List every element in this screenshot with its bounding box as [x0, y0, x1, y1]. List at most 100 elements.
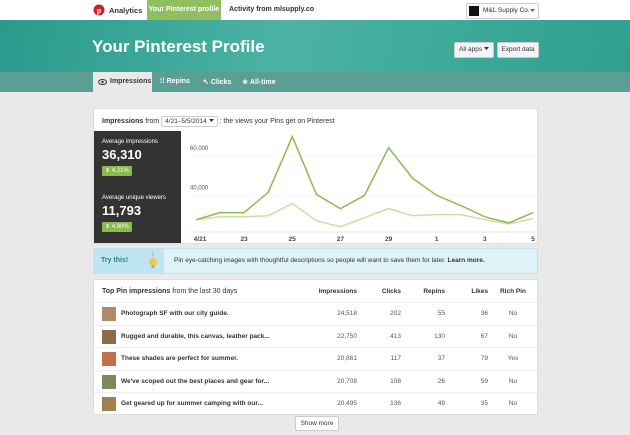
table-row[interactable]: We've scoped out the best places and gea…	[94, 369, 537, 393]
pin-title: Get geared up for summer camping with ou…	[121, 400, 263, 407]
table-row[interactable]: These shades are perfect for summer. 20,8…	[94, 347, 537, 370]
table-subtitle: from the last 30 days	[172, 288, 238, 295]
tip-link[interactable]: Learn more.	[447, 257, 485, 264]
x-tick-label: 5	[531, 236, 535, 243]
pin-title: Photograph SF with our city guide.	[121, 310, 229, 317]
pin-title: These shades are perfect for summer.	[121, 355, 239, 362]
cell-number: 130	[434, 332, 445, 340]
cell-rich-pin: No	[508, 400, 518, 407]
heading-from: from	[145, 118, 160, 125]
tip-body: Pin eye-catching images with thoughtful …	[174, 257, 446, 264]
cell-rich-pin: No	[508, 332, 518, 340]
sub-tab-label: Impressions	[110, 78, 152, 85]
column-header: Clicks	[381, 288, 401, 295]
brand[interactable]: Analytics	[109, 6, 143, 15]
stat-change-badge: ⬆ 4.21%	[102, 166, 132, 176]
cell-rich-pin: No	[508, 377, 518, 385]
account-menu[interactable]: M&L Supply Co.	[466, 3, 539, 19]
column-header: Impressions	[318, 288, 357, 295]
icon: ★	[242, 79, 250, 86]
lightbulb-icon	[149, 252, 157, 268]
cell-number: 20,495	[337, 400, 357, 407]
stat-value: 11,793	[102, 203, 142, 218]
cell-number: 59	[480, 377, 488, 385]
icon: ↖	[203, 79, 211, 86]
cell-number: 413	[390, 332, 401, 340]
stats-panel: Average impressions 36,310 ⬆ 4.21% Average …	[94, 131, 181, 243]
pin-title: Rugged and durable, this canvas, leather…	[121, 332, 270, 340]
sub-tab[interactable]: ↖ Clicks	[203, 78, 231, 86]
cell-number: 24,518	[337, 310, 357, 317]
cell-number: 35	[480, 400, 488, 407]
cell-rich-pin: No	[508, 310, 518, 317]
cell-rich-pin: Yes	[507, 355, 519, 362]
pin-thumbnail	[102, 397, 116, 411]
stat-change: 4.90%	[111, 224, 129, 230]
sub-tab[interactable]: ⁞⁞ Repins	[160, 78, 190, 85]
column-header: Likes	[471, 288, 488, 295]
pin-thumbnail	[102, 329, 116, 344]
dropdown-arrow	[483, 47, 489, 50]
cell-number: 117	[390, 355, 401, 362]
tip-text: Pin eye-catching images with thoughtful …	[174, 257, 485, 264]
cell-number: 36	[480, 310, 488, 317]
top-pins-card: Top Pin impressions from the last 30 day…	[93, 279, 538, 415]
page-title: Your Pinterest Profile	[92, 37, 265, 56]
icon: ⁞⁞	[160, 78, 167, 85]
all-apps-button[interactable]: All apps	[454, 42, 494, 58]
sub-tab-label: All-time	[249, 79, 276, 86]
table-title-bold: Top Pin impressions	[102, 288, 171, 295]
dropdown-arrow	[208, 119, 214, 122]
stat-change: 4.21%	[111, 168, 129, 174]
y-tick-label: 60,000	[190, 146, 209, 152]
stat-label: Average impressions	[102, 139, 158, 145]
tip-label-box: Try this!	[94, 249, 164, 273]
account-name: M&L Supply Co.	[483, 7, 530, 14]
impressions-card: Impressions from 4/21–5/5/2014 : the vie…	[93, 108, 538, 244]
show-more-button[interactable]: Show more	[295, 416, 339, 431]
date-picker[interactable]: 4/21–5/5/2014	[161, 116, 218, 127]
card-heading: Impressions from 4/21–5/5/2014 : the vie…	[102, 116, 335, 127]
stat-label: Average unique viewers	[102, 195, 166, 201]
sub-tab-active[interactable]: Impressions	[93, 72, 152, 92]
pinterest-logo[interactable]: p	[93, 4, 105, 16]
x-tick-label: 29	[385, 236, 393, 243]
x-tick-label: 27	[337, 236, 345, 243]
sub-tabs: Impressions ⁞⁞ Repins ↖ Clicks ★ All-tim…	[0, 72, 630, 92]
x-tick-label: 4/21	[194, 236, 207, 243]
cell-number: 79	[480, 355, 488, 362]
data-line	[195, 134, 534, 224]
cell-number: 108	[390, 377, 401, 385]
cell-number: 55	[437, 310, 445, 317]
svg-text:p: p	[97, 6, 102, 15]
cell-number: 37	[437, 355, 445, 362]
up-arrow-icon: ⬆	[105, 168, 112, 174]
export-button[interactable]: Export data	[497, 42, 539, 58]
cell-number: 20,861	[337, 355, 357, 362]
x-tick-label: 23	[241, 236, 249, 243]
pin-title: We've scoped out the best places and gea…	[121, 377, 270, 385]
column-header: Rich Pin	[499, 288, 526, 295]
tip-banner: Try this! Pin eye-catching images with t…	[93, 248, 538, 274]
table-row[interactable]: Get geared up for summer camping with ou…	[94, 392, 537, 415]
nav-tab[interactable]: Activity from mlsupply.co	[229, 6, 315, 13]
pin-thumbnail	[102, 307, 116, 321]
table-row[interactable]: Rugged and durable, this canvas, leather…	[94, 324, 537, 348]
x-tick-label: 25	[289, 236, 297, 243]
nav-tab-active[interactable]: Your Pinterest profile	[147, 0, 221, 20]
sub-tab-label: Clicks	[210, 79, 232, 86]
dropdown-arrow	[530, 9, 535, 12]
profile-header: Your Pinterest Profile All apps Export d…	[0, 20, 630, 72]
table-row[interactable]: Photograph SF with our city guide. 24,518…	[94, 302, 537, 325]
button-label: All apps	[459, 46, 483, 53]
heading-description: : the views your Pins get on Pinterest	[219, 118, 335, 125]
account-avatar	[469, 6, 479, 16]
x-tick-label: 1	[435, 236, 439, 243]
sub-tab-label: Repins	[166, 78, 190, 85]
top-nav: p Analytics Your Pinterest profile Activ…	[0, 0, 630, 20]
cell-number: 67	[480, 332, 488, 340]
sub-tab[interactable]: ★ All-time	[242, 78, 276, 86]
cell-number: 26	[437, 377, 445, 385]
pin-thumbnail	[102, 352, 116, 366]
cell-number: 136	[390, 400, 401, 407]
